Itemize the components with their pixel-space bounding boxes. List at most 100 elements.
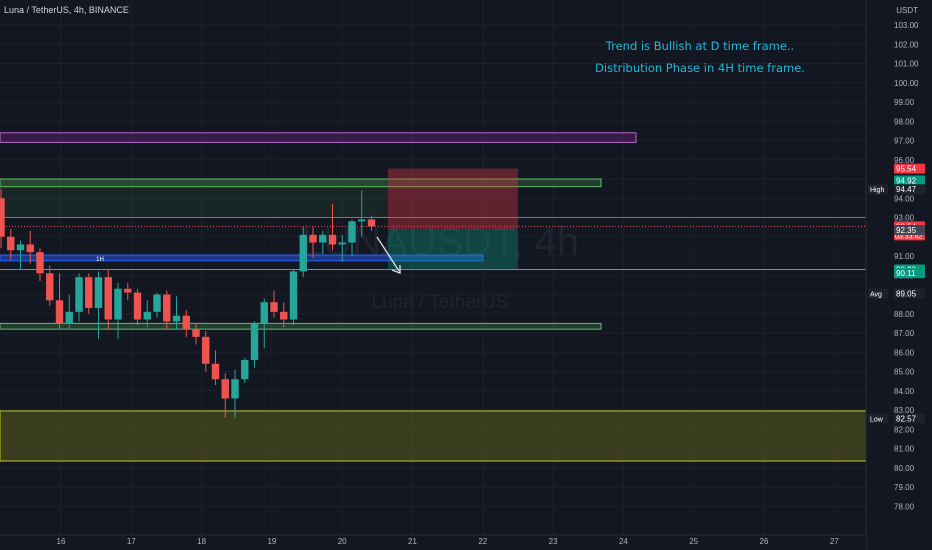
- candle-body: [124, 288, 132, 293]
- time-tick-label: 18: [197, 537, 206, 546]
- annotation-distribution[interactable]: Distribution Phase in 4H time frame.: [595, 61, 805, 75]
- short-position-tool[interactable]: [388, 168, 518, 270]
- candle-body: [231, 379, 239, 399]
- zone-1h-blue: [0, 254, 484, 262]
- price-label: 82.57: [896, 414, 917, 423]
- price-label-box: [894, 175, 925, 186]
- candle-body: [94, 277, 103, 308]
- candles-layer: [0, 188, 376, 418]
- price-tick-label: 96.00: [894, 156, 915, 165]
- time-tick-label: 17: [127, 537, 136, 546]
- price-tick-label: 86.00: [894, 348, 915, 357]
- time-tick-label: 26: [760, 537, 769, 546]
- candle-body: [358, 219, 366, 222]
- price-label: 89.05: [896, 290, 917, 299]
- price-tick-label: 82.00: [894, 425, 915, 434]
- candle-body: [289, 271, 298, 320]
- price-tick-label: 88.00: [894, 310, 915, 319]
- candle-body: [367, 219, 376, 227]
- price-label-box: [894, 163, 925, 174]
- price-tick-label: 79.00: [894, 483, 915, 492]
- candle-body: [163, 294, 171, 322]
- candle-body: [104, 277, 112, 320]
- zone-label-1h: 1H: [96, 257, 104, 263]
- time-axis[interactable]: 16 17 18 19 20 21 22 23 24 25 26 27: [0, 534, 866, 550]
- candle-body: [153, 294, 161, 312]
- price-tick-label: 91.00: [894, 252, 915, 261]
- candle-body: [202, 336, 210, 364]
- candle-body: [328, 234, 337, 245]
- candle-body: [348, 221, 356, 243]
- resistance-zone-green: [0, 178, 602, 188]
- price-tick-label: 83.00: [894, 406, 915, 415]
- annotation-trend[interactable]: Trend is Bullish at D time frame..: [605, 39, 795, 53]
- candle-body: [7, 236, 15, 251]
- tag-box: [868, 413, 888, 424]
- candle-body: [65, 311, 73, 324]
- time-tick-label: 19: [267, 537, 276, 546]
- candle-body: [75, 277, 83, 312]
- price-tick-label: 80.00: [894, 464, 915, 473]
- candle-body: [211, 363, 220, 380]
- symbol-title[interactable]: Luna / TetherUS, 4h, BINANCE: [4, 5, 129, 15]
- time-tick-label: 22: [478, 537, 487, 546]
- candle-body: [26, 244, 34, 253]
- candle-body: [46, 273, 54, 301]
- candle-body: [36, 252, 44, 274]
- candle-body: [172, 315, 181, 322]
- candle-body: [299, 234, 307, 272]
- price-tick-label: 87.00: [894, 329, 915, 338]
- countdown-label: 03:33:42: [895, 233, 922, 240]
- candle-body: [143, 311, 151, 320]
- candle-body: [309, 234, 317, 243]
- candle-body: [250, 323, 259, 360]
- tag-label: High: [870, 187, 885, 194]
- price-label-box: [894, 288, 925, 299]
- candle-body: [85, 277, 93, 308]
- overlay-layer: [376, 236, 401, 274]
- price-tick-label: 93.00: [894, 214, 915, 223]
- time-tick-label: 25: [689, 537, 698, 546]
- price-label: 94.92: [896, 177, 917, 186]
- resistance-area: [0, 179, 388, 218]
- candle-body: [114, 288, 122, 320]
- tag-label: Low: [870, 416, 884, 423]
- price-label-box: [894, 268, 925, 279]
- candle-body: [55, 300, 64, 324]
- candle-body: [270, 302, 278, 312]
- price-axis[interactable]: 103.00 102.00 101.00 100.00 99.00 98.00 97.00 9…: [865, 0, 932, 550]
- price-label: 92.35: [896, 226, 917, 235]
- watermark-name: Luna / TetherUS: [372, 292, 509, 313]
- candle-body: [133, 292, 142, 320]
- candle-body: [260, 302, 268, 324]
- candle-body: [319, 234, 327, 243]
- position-target-area: [388, 230, 518, 270]
- projection-arrow-head: [391, 265, 401, 274]
- price-label: 94.47: [896, 185, 917, 194]
- price-tick-label: 81.00: [894, 445, 915, 454]
- symbol-watermark: LUNAUSDT, 4h Luna / TetherUS: [301, 220, 579, 313]
- price-tick-label: 100.00: [894, 79, 919, 88]
- time-axis-background: [0, 535, 866, 550]
- price-tick-label: 84.00: [894, 387, 915, 396]
- time-tick-label: 16: [57, 537, 66, 546]
- tag-box: [868, 288, 888, 299]
- candle-body: [221, 379, 229, 399]
- price-tick-label: 97.00: [894, 137, 915, 146]
- tag-label: Avg: [870, 292, 882, 299]
- demand-zone-yellow: [0, 410, 867, 462]
- supply-zone-purple: [0, 132, 637, 143]
- candle-body: [241, 359, 249, 380]
- time-tick-label: 27: [830, 537, 839, 546]
- currency-label: USDT: [896, 6, 918, 15]
- price-tick-label: 98.00: [894, 117, 915, 126]
- price-tick-label: 99.00: [894, 98, 915, 107]
- candle-body: [182, 315, 190, 330]
- projection-arrow-line[interactable]: [376, 236, 400, 272]
- time-tick-label: 23: [549, 537, 558, 546]
- candle-body: [338, 242, 346, 245]
- candle-body: [192, 329, 200, 337]
- support-zone-green: [0, 322, 602, 330]
- candle-body: [280, 311, 288, 320]
